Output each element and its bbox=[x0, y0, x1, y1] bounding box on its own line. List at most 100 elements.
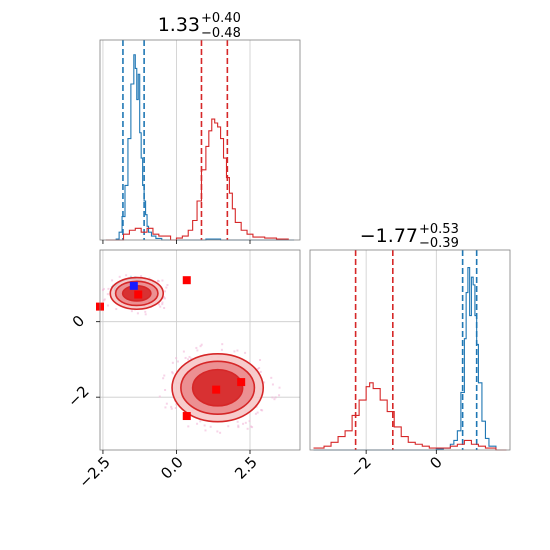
marginal-x1-panel: 1.33 +0.40 −0.48 bbox=[99, 11, 301, 244]
joint-sample-point bbox=[174, 406, 177, 409]
joint-sample-point bbox=[246, 427, 249, 430]
joint-sample-point bbox=[263, 381, 266, 384]
joint-sample-point bbox=[129, 275, 132, 278]
joint-sample-point bbox=[254, 412, 257, 415]
joint-sample-point bbox=[164, 389, 167, 392]
joint-sample-point bbox=[136, 312, 139, 315]
joint-sample-point bbox=[271, 396, 274, 399]
joint-sample-point bbox=[273, 398, 276, 401]
joint-marker bbox=[129, 281, 138, 290]
joint-sample-point bbox=[184, 356, 187, 359]
joint-sample-point bbox=[103, 298, 106, 301]
joint-sample-point bbox=[101, 289, 104, 292]
joint-sample-point bbox=[162, 296, 165, 299]
joint-sample-point bbox=[159, 305, 162, 308]
joint-sample-point bbox=[196, 422, 199, 425]
joint-sample-point bbox=[170, 405, 173, 408]
joint-sample-point bbox=[258, 367, 261, 370]
marginal-x2-title-sub: −0.39 bbox=[419, 236, 459, 251]
joint-sample-point bbox=[259, 358, 262, 361]
joint-sample-point bbox=[187, 358, 190, 361]
joint-sample-point bbox=[220, 348, 223, 351]
joint-sample-point bbox=[278, 386, 281, 389]
joint-sample-point bbox=[196, 349, 199, 352]
marginal-x2-x-tick-label: 0 bbox=[426, 453, 445, 472]
marginal-x2-ticks bbox=[365, 450, 437, 454]
joint-sample-point bbox=[216, 430, 219, 433]
joint-sample-point bbox=[130, 310, 133, 313]
joint-sample-point bbox=[236, 349, 239, 352]
joint-sample-point bbox=[199, 345, 202, 348]
marginal-x2-histogram bbox=[313, 382, 507, 451]
joint-frame bbox=[99, 249, 301, 451]
marginal-x2-frame bbox=[309, 249, 511, 451]
joint-sample-point bbox=[237, 426, 240, 429]
joint-sample-point bbox=[115, 308, 118, 311]
joint-sample-point bbox=[176, 360, 179, 363]
joint-sample-point bbox=[161, 301, 164, 304]
joint-marker bbox=[237, 378, 246, 387]
joint-sample-point bbox=[164, 406, 167, 409]
joint-sample-point bbox=[102, 299, 105, 302]
marginal-x1-grid bbox=[102, 40, 251, 240]
joint-sample-point bbox=[256, 367, 259, 370]
joint-sample-point bbox=[102, 287, 105, 290]
joint-sample-point bbox=[261, 409, 264, 412]
marginal-x1-ticks bbox=[102, 240, 251, 244]
joint-sample-point bbox=[227, 425, 230, 428]
joint-sample-point bbox=[200, 343, 203, 346]
joint-y-tick-labels: −2 0 bbox=[64, 312, 92, 411]
joint-x-tick-labels: −2.5 0.0 2.5 bbox=[75, 453, 260, 491]
joint-sample-point bbox=[148, 277, 151, 280]
joint-sample-point bbox=[163, 290, 166, 293]
joint-grid bbox=[100, 250, 300, 450]
joint-sample-point bbox=[249, 425, 252, 428]
marginal-x1-series bbox=[105, 40, 295, 241]
marginal-x2-grid bbox=[365, 250, 437, 450]
joint-sample-point bbox=[163, 297, 166, 300]
joint-sample-point bbox=[199, 420, 202, 423]
joint-sample-point bbox=[236, 420, 239, 423]
joint-sample-point bbox=[175, 357, 178, 360]
joint-sample-point bbox=[161, 303, 164, 306]
marginal-x2-series bbox=[313, 250, 507, 451]
joint-x-tick-label: 2.5 bbox=[231, 453, 261, 483]
joint-sample-point bbox=[203, 424, 206, 427]
marginal-x1-title-sub: −0.48 bbox=[201, 26, 241, 41]
joint-sample-point bbox=[106, 293, 109, 296]
joint-sample-point bbox=[170, 407, 173, 410]
joint-sample-point bbox=[158, 395, 161, 398]
joint-sample-point bbox=[162, 377, 165, 380]
marginal-x1-title-sup: +0.40 bbox=[201, 11, 241, 26]
joint-sample-point bbox=[161, 279, 164, 282]
marginal-x1-title-main: 1.33 bbox=[158, 14, 200, 36]
joint-sample-point bbox=[233, 350, 236, 353]
joint-sample-point bbox=[209, 425, 212, 428]
marginal-x1-title: 1.33 bbox=[158, 14, 200, 36]
joint-sample-point bbox=[165, 402, 168, 405]
marginal-x2-title-sup: +0.53 bbox=[419, 222, 459, 237]
joint-marker bbox=[182, 276, 191, 285]
joint-sample-point bbox=[144, 310, 147, 313]
joint-sample-point bbox=[221, 343, 224, 346]
joint-sample-point bbox=[274, 396, 277, 399]
joint-sample-point bbox=[166, 284, 169, 287]
joint-sample-point bbox=[111, 279, 114, 282]
joint-sample-point bbox=[107, 287, 110, 290]
joint-x-tick-label: −2.5 bbox=[75, 453, 113, 491]
joint-sample-point bbox=[171, 371, 174, 374]
joint-sample-point bbox=[271, 383, 274, 386]
marginal-x2-panel: −1.77 +0.53 −0.39 −2 0 bbox=[309, 222, 511, 481]
marginal-x1-frame bbox=[99, 39, 301, 241]
joint-sample-point bbox=[237, 424, 240, 427]
joint-sample-point bbox=[157, 303, 160, 306]
joint-sample-point bbox=[190, 357, 193, 360]
joint-sample-point bbox=[278, 394, 281, 397]
joint-sample-point bbox=[244, 421, 247, 424]
marginal-x1-histogram bbox=[105, 118, 289, 241]
joint-x-tick-label: 0.0 bbox=[157, 453, 187, 483]
joint-sample-point bbox=[256, 411, 259, 414]
joint-sample-point bbox=[270, 376, 273, 379]
joint-y-tick-label: −2 bbox=[64, 382, 92, 410]
